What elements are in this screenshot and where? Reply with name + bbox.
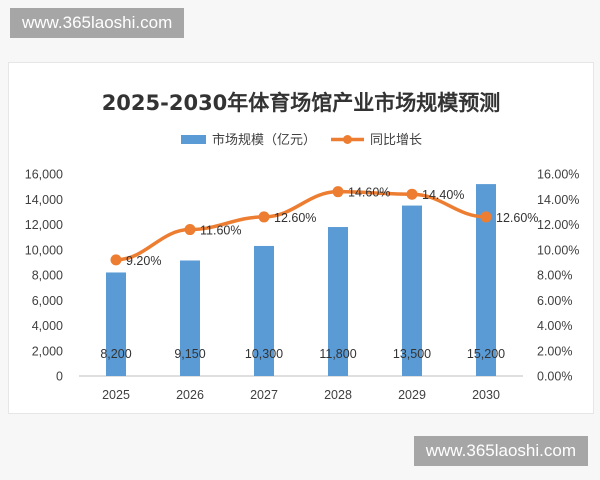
watermark-bottom: www.365laoshi.com [413, 436, 588, 466]
y-left-tick-label: 14,000 [25, 193, 63, 207]
y-right-tick-label: 16.00% [537, 168, 579, 182]
x-tick-label: 2028 [324, 388, 352, 402]
series-line [115, 189, 487, 262]
line-data-label: 9.20% [126, 254, 161, 268]
line-data-label: 11.60% [200, 224, 241, 238]
x-tick-label: 2029 [398, 388, 426, 402]
y-right-tick-label: 12.00% [537, 218, 579, 232]
line-marker [184, 224, 196, 236]
y-right-tick-label: 4.00% [537, 319, 572, 333]
bar-data-label: 9,150 [174, 347, 205, 361]
watermark-top: www.365laoshi.com [10, 8, 185, 38]
y-right-tick-label: 0.00% [537, 370, 572, 384]
legend-swatch-marker [343, 135, 352, 144]
y-left-tick-label: 8,000 [32, 269, 63, 283]
bar-data-label: 13,500 [393, 347, 431, 361]
y-right-tick-label: 6.00% [537, 294, 572, 308]
bar-data-label: 8,200 [100, 347, 131, 361]
bar [254, 245, 274, 376]
bar [328, 227, 348, 376]
y-left-tick-label: 6,000 [32, 294, 63, 308]
line-data-label: 12.60% [496, 211, 538, 225]
bar [476, 184, 496, 376]
y-left-tick-label: 16,000 [25, 168, 63, 182]
y-right-tick-label: 8.00% [537, 269, 572, 283]
x-tick-label: 2026 [176, 388, 204, 402]
y-left-tick-label: 10,000 [25, 243, 63, 257]
bar [106, 272, 126, 376]
line-data-label: 14.60% [348, 186, 390, 200]
legend-swatch-bar [181, 135, 206, 144]
bar-data-label: 11,800 [319, 347, 356, 361]
y-right-tick-label: 2.00% [537, 344, 572, 358]
chart-legend: 市场规模（亿元） 同比增长 [181, 132, 422, 148]
x-tick-label: 2025 [102, 388, 130, 402]
y-left-tick-label: 0 [56, 370, 63, 384]
line-marker [258, 211, 270, 223]
line-marker [480, 211, 492, 223]
line-marker [110, 254, 122, 266]
legend-label-market-size: 市场规模（亿元） [212, 132, 316, 148]
legend-label-yoy-growth: 同比增长 [370, 133, 422, 148]
y-right-tick-label: 14.00% [537, 193, 579, 207]
y-left-tick-label: 4,000 [32, 319, 63, 333]
line-data-label: 14.40% [422, 188, 464, 202]
y-left-tick-label: 2,000 [32, 344, 63, 358]
bar [180, 260, 200, 376]
bar-data-label: 10,300 [245, 347, 283, 361]
line-marker [332, 186, 344, 198]
y-left-tick-label: 12,000 [25, 218, 63, 232]
line-data-label: 12.60% [274, 211, 316, 225]
line-marker [406, 188, 418, 200]
chart-title: 2025-2030年体育场馆产业市场规模预测 [102, 91, 501, 115]
bar [402, 205, 422, 376]
x-tick-label: 2030 [472, 388, 500, 402]
chart-card: 2025-2030年体育场馆产业市场规模预测 市场规模（亿元） 同比增长 0 2,… [8, 62, 594, 414]
y-right-tick-label: 10.00% [537, 243, 579, 257]
x-tick-label: 2027 [250, 388, 278, 402]
chart-svg: 2025-2030年体育场馆产业市场规模预测 市场规模（亿元） 同比增长 0 2,… [25, 91, 580, 403]
bar-data-label: 15,200 [467, 347, 505, 361]
plot-area: 0 2,000 4,000 6,000 8,000 10,000 12,000 14,000 1… [25, 168, 580, 403]
